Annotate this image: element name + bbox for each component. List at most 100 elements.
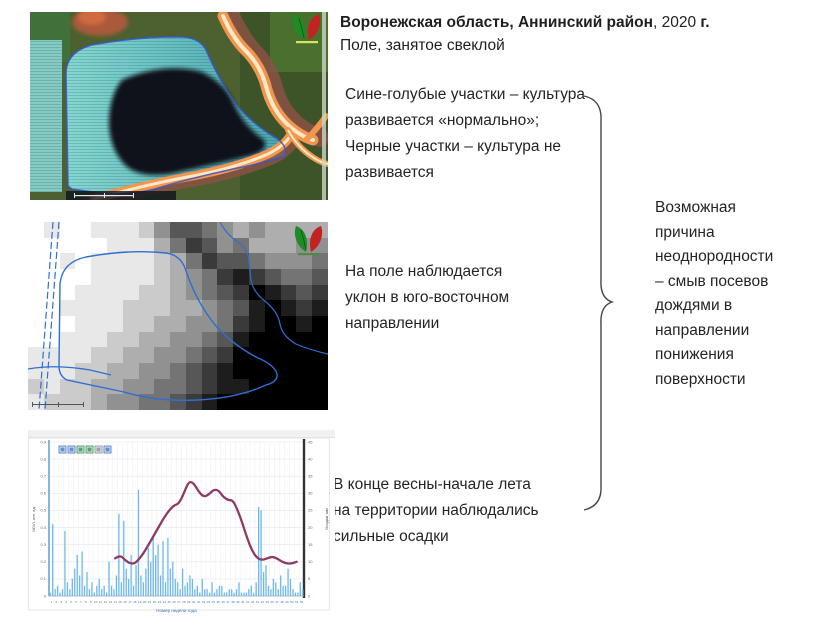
dem-cell (264, 331, 281, 348)
dem-cell (249, 363, 265, 379)
dem-cell (59, 284, 76, 301)
svg-text:30: 30 (308, 491, 313, 496)
ndvi-precipitation-chart: 0 0.1 0.2 0.3 0.4 0.5 0.6 0.7 0.8 0.9 0 5 10 15 20 25 30… (28, 430, 335, 620)
grouping-brace (583, 95, 615, 511)
contour-line (219, 222, 328, 355)
svg-text:4: 4 (65, 600, 67, 604)
svg-text:15: 15 (308, 542, 313, 547)
svg-text:51: 51 (295, 600, 299, 604)
dem-cell (264, 378, 281, 395)
dem-cell (280, 237, 297, 254)
dem-cell (59, 331, 76, 348)
dem-cell (59, 394, 76, 410)
title-line: Воронежская область, Аннинский район, 20… (340, 11, 710, 34)
dem-cell (170, 363, 186, 379)
dem-cell (296, 253, 313, 269)
dem-cell (296, 300, 313, 316)
dem-cell (217, 347, 234, 363)
dem-cell (201, 269, 218, 285)
dem-overlay (28, 222, 328, 410)
dem-cell (106, 237, 123, 254)
ndvi-line (114, 480, 298, 565)
dem-cell (264, 284, 281, 301)
dem-cell (201, 378, 218, 395)
chart-window-header (28, 430, 335, 438)
dem-cell (75, 269, 92, 285)
svg-text:48: 48 (280, 600, 284, 604)
dem-cell (91, 253, 107, 269)
dem-cell (106, 331, 123, 348)
dem-pixel-grid (28, 222, 328, 410)
dem-cell (233, 378, 250, 395)
dem-cell (312, 378, 328, 395)
dem-cell (312, 300, 328, 316)
dem-cell (185, 237, 202, 254)
dem-cell (296, 378, 313, 395)
svg-text:37: 37 (226, 600, 230, 604)
conclusion-note: Возможная причина неоднородности – смыв … (655, 199, 774, 388)
dem-cell (91, 331, 107, 348)
dem-cell (138, 378, 155, 395)
dem-cell (59, 300, 76, 316)
dem-cell (296, 331, 313, 348)
elevation-map-image (28, 222, 328, 410)
title-region: Воронежская область, Аннинский район (340, 14, 653, 31)
dem-cell (185, 331, 202, 348)
dem-cell (233, 253, 250, 269)
svg-text:17: 17 (128, 600, 132, 604)
field-boundary-outline (65, 36, 287, 195)
dem-cell (201, 237, 218, 254)
map-scale-bar (66, 191, 176, 200)
svg-text:12: 12 (104, 600, 108, 604)
dem-cell (91, 300, 107, 316)
dem-cell (91, 284, 107, 301)
map-scale-bar (32, 402, 84, 407)
svg-text:0: 0 (44, 593, 47, 598)
svg-text:41: 41 (246, 600, 250, 604)
dem-cell (154, 378, 171, 395)
dem-cell (43, 394, 60, 410)
dem-cell (264, 237, 281, 254)
svg-text:29: 29 (187, 600, 191, 604)
dem-cell (233, 331, 250, 348)
dem-cell (217, 378, 234, 395)
svg-text:9: 9 (90, 600, 92, 604)
dem-cell (185, 253, 202, 269)
dem-cell (75, 300, 92, 316)
dem-cell (201, 316, 218, 332)
dem-cell (233, 394, 250, 410)
dem-cell (28, 300, 44, 316)
dem-cell (138, 237, 155, 254)
dem-cell (280, 222, 297, 238)
dem-cell (249, 237, 265, 254)
dem-cell (249, 394, 265, 410)
svg-text:21: 21 (148, 600, 152, 604)
svg-text:6: 6 (75, 600, 77, 604)
dem-cell (154, 284, 171, 301)
dem-cell (170, 347, 186, 363)
dem-cell (280, 347, 297, 363)
logo-leaf-red (308, 14, 321, 40)
dem-cell (75, 347, 92, 363)
dem-cell (91, 269, 107, 285)
dem-cell (264, 347, 281, 363)
dem-cell (170, 378, 186, 395)
logo-leaf-green (292, 14, 305, 40)
dem-cell (28, 347, 44, 363)
dem-cell (201, 347, 218, 363)
dem-cell (217, 300, 234, 316)
dem-cell (264, 269, 281, 285)
dem-cell (170, 284, 186, 301)
svg-text:32: 32 (202, 600, 206, 604)
dem-cell (185, 222, 202, 238)
svg-text:22: 22 (153, 600, 157, 604)
dem-cell (138, 363, 155, 379)
dem-cell (43, 378, 60, 395)
dem-cell (312, 284, 328, 301)
x-axis-title: Номер недели года (156, 608, 197, 613)
dem-cell (122, 331, 139, 348)
dem-cell (59, 316, 76, 332)
dem-cell (233, 300, 250, 316)
dem-cell (170, 253, 186, 269)
svg-text:13: 13 (109, 600, 113, 604)
